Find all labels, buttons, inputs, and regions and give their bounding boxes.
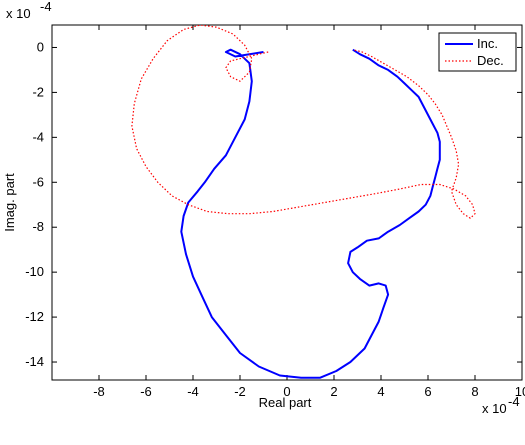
x-tick-label: 10: [515, 384, 525, 399]
series-line-dec: [131, 25, 476, 219]
y-tick-label: -12: [25, 309, 44, 324]
x-tick-label: 2: [330, 384, 337, 399]
series-line-inc: [180, 48, 441, 379]
x-tick-label: 8: [471, 384, 478, 399]
x-exponent: -4: [508, 394, 520, 409]
legend-label: Dec.: [477, 53, 504, 68]
legend-label: Inc.: [477, 36, 498, 51]
plot-frame: [51, 24, 523, 381]
y-axis-label: Imag. part: [2, 173, 17, 232]
y-tick-label: -2: [32, 84, 44, 99]
x-tick-label: -8: [93, 384, 105, 399]
y-tick-label: -8: [32, 219, 44, 234]
y-multiplier: x 10: [6, 6, 31, 21]
x-multiplier: x 10: [482, 401, 507, 416]
y-exponent: -4: [40, 0, 52, 14]
x-tick-label: -2: [234, 384, 246, 399]
x-axis-label: Real part: [259, 395, 312, 410]
x-tick-label: -4: [187, 384, 199, 399]
x-tick-label: 0: [283, 384, 290, 399]
y-tick-label: -6: [32, 174, 44, 189]
x-tick-label: 4: [377, 384, 384, 399]
x-tick-label: 6: [424, 384, 431, 399]
x-tick-label: -6: [140, 384, 152, 399]
legend-box: [438, 32, 517, 72]
y-tick-label: 0: [37, 39, 44, 54]
y-tick-label: -14: [25, 354, 44, 369]
y-tick-label: -10: [25, 264, 44, 279]
y-tick-label: -4: [32, 129, 44, 144]
